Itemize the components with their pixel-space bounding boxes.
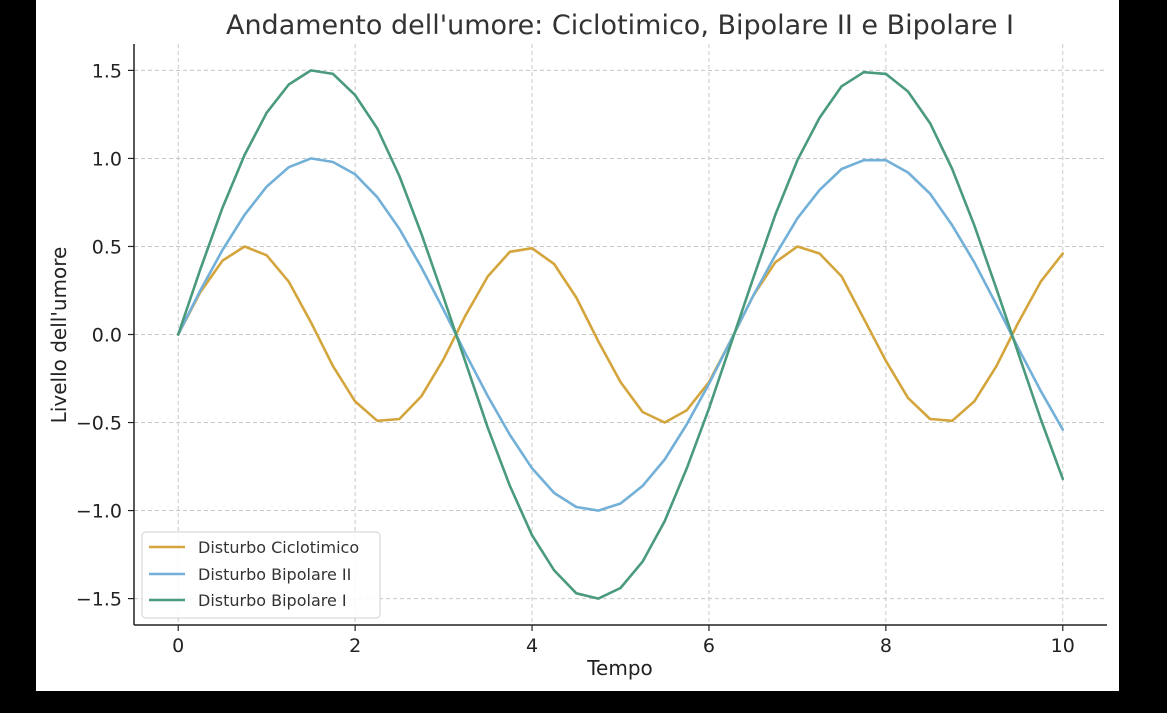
ticks: 0 2 4 6 8 10 1.5 1.0 0.5 0.0 −0.5 −1.0 −1.5	[76, 60, 1075, 657]
x-tick-label: 8	[880, 635, 892, 657]
chart-title: Andamento dell'umore: Ciclotimico, Bipol…	[226, 10, 1014, 41]
legend-box	[141, 531, 381, 619]
x-tick-label: 2	[349, 635, 361, 657]
legend-label: Disturbo Bipolare II	[198, 565, 351, 584]
y-tick-label: −1.5	[76, 589, 122, 611]
x-tick-label: 10	[1051, 635, 1075, 657]
x-tick-label: 0	[172, 635, 184, 657]
legend: Disturbo Ciclotimico Disturbo Bipolare I…	[141, 531, 381, 619]
y-tick-label: 0.0	[92, 325, 122, 347]
legend-label: Disturbo Ciclotimico	[198, 538, 359, 557]
chart-figure: 0 2 4 6 8 10 1.5 1.0 0.5 0.0 −0.5 −1.0 −1.5 Andament…	[36, 0, 1119, 691]
x-axis-title: Tempo	[586, 656, 653, 680]
line-chart: 0 2 4 6 8 10 1.5 1.0 0.5 0.0 −0.5 −1.0 −1.5 Andament…	[47, 10, 1107, 680]
x-tick-label: 4	[526, 635, 538, 657]
y-tick-label: 1.5	[92, 60, 122, 82]
y-tick-label: −1.0	[76, 501, 122, 523]
y-tick-label: −0.5	[76, 413, 122, 435]
x-tick-label: 6	[703, 635, 715, 657]
series-line-3	[176, 69, 1065, 600]
series-line-1	[176, 245, 1065, 424]
y-tick-label: 0.5	[92, 236, 122, 258]
y-tick-label: 1.0	[92, 148, 122, 170]
grid-lines	[134, 44, 1107, 625]
legend-label: Disturbo Bipolare I	[198, 591, 347, 610]
y-axis-title: Livello dell'umore	[47, 247, 71, 424]
series-lines	[176, 69, 1065, 600]
series-line-2	[176, 157, 1065, 512]
